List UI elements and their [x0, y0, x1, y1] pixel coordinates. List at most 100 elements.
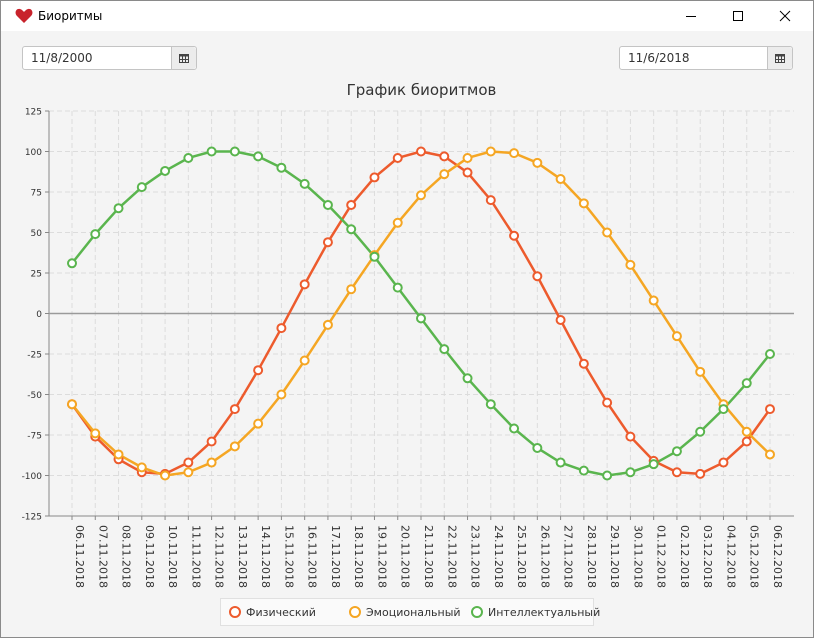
- data-point-emotional: [346, 284, 357, 295]
- data-point-physical: [392, 152, 403, 163]
- x-tick-label: 03.12.2018: [701, 525, 714, 588]
- title-bar[interactable]: Биоритмы: [1, 1, 813, 31]
- birth-date-picker[interactable]: [22, 46, 197, 70]
- x-tick-label: 20.11.2018: [399, 525, 412, 588]
- data-point-emotional: [229, 441, 240, 452]
- legend-item-intellectual[interactable]: Интеллектуальный: [471, 605, 600, 619]
- data-point-intellectual: [160, 165, 171, 176]
- data-point-emotional: [532, 157, 543, 168]
- x-tick-label: 19.11.2018: [375, 525, 388, 588]
- data-point-intellectual: [648, 459, 659, 470]
- calendar-icon: [179, 53, 189, 63]
- x-tick-label: 18.11.2018: [352, 525, 365, 588]
- data-point-physical: [322, 237, 333, 248]
- data-point-intellectual: [113, 203, 124, 214]
- data-point-emotional: [253, 418, 264, 429]
- x-tick-label: 22.11.2018: [445, 525, 458, 588]
- legend-item-emotional[interactable]: Эмоциональный: [349, 605, 461, 619]
- data-point-physical: [602, 397, 613, 408]
- data-point-intellectual: [253, 151, 264, 162]
- close-button[interactable]: [762, 1, 808, 31]
- data-point-emotional: [462, 152, 473, 163]
- x-tick-label: 01.12.2018: [655, 525, 668, 588]
- data-point-emotional: [439, 169, 450, 180]
- data-point-intellectual: [346, 224, 357, 235]
- data-point-intellectual: [741, 378, 752, 389]
- maximize-button[interactable]: [715, 1, 761, 31]
- data-point-physical: [229, 404, 240, 415]
- data-point-emotional: [299, 355, 310, 366]
- y-tick-label: -125: [22, 513, 42, 523]
- x-tick-label: 04.12.2018: [724, 525, 737, 588]
- data-point-emotional: [416, 190, 426, 201]
- x-tick-label: 28.11.2018: [585, 525, 598, 588]
- data-point-intellectual: [718, 404, 729, 415]
- birth-date-calendar-button[interactable]: [171, 47, 196, 69]
- target-date-calendar-button[interactable]: [767, 47, 792, 69]
- data-point-intellectual: [67, 258, 77, 269]
- heart-icon: [15, 8, 33, 23]
- minimize-button[interactable]: [668, 1, 714, 31]
- data-point-emotional: [555, 174, 566, 185]
- data-point-physical: [555, 314, 566, 325]
- y-tick-label: 75: [31, 189, 42, 199]
- calendar-icon: [775, 53, 785, 63]
- target-date-input[interactable]: [620, 47, 769, 69]
- data-point-emotional: [625, 259, 636, 270]
- target-date-picker[interactable]: [619, 46, 793, 70]
- legend-label-intellectual: Интеллектуальный: [488, 605, 601, 619]
- data-point-physical: [625, 431, 636, 442]
- data-point-emotional: [276, 389, 287, 400]
- data-point-emotional: [671, 331, 682, 342]
- data-point-emotional: [392, 217, 403, 228]
- data-point-intellectual: [485, 399, 496, 410]
- data-point-emotional: [741, 426, 752, 437]
- data-point-intellectual: [229, 146, 240, 157]
- data-point-physical: [253, 365, 264, 376]
- x-tick-label: 14.11.2018: [259, 525, 272, 588]
- x-tick-label: 10.11.2018: [166, 525, 179, 588]
- data-point-physical: [369, 172, 380, 183]
- data-point-intellectual: [555, 457, 566, 468]
- x-tick-label: 07.11.2018: [96, 525, 109, 588]
- data-point-physical: [509, 230, 520, 241]
- data-point-physical: [206, 436, 217, 447]
- legend-marker-physical: [229, 606, 241, 618]
- close-icon: [779, 10, 791, 22]
- x-tick-label: 23.11.2018: [469, 525, 482, 588]
- data-point-intellectual: [392, 282, 403, 293]
- chart-legend: Физический Эмоциональный Интеллектуальны…: [220, 598, 600, 626]
- legend-label-physical: Физический: [246, 605, 316, 619]
- y-tick-label: 0: [36, 310, 42, 320]
- x-tick-label: 06.12.2018: [771, 525, 784, 588]
- data-point-intellectual: [206, 146, 217, 157]
- y-tick-label: 100: [25, 148, 42, 158]
- data-point-emotional: [206, 457, 217, 468]
- data-point-emotional: [509, 148, 520, 159]
- data-point-physical: [462, 167, 473, 178]
- chart-title: График биоритмов: [347, 81, 497, 99]
- legend-marker-intellectual: [471, 606, 483, 618]
- data-point-emotional: [648, 295, 659, 306]
- data-point-physical: [346, 199, 357, 210]
- x-tick-label: 02.12.2018: [678, 525, 691, 588]
- maximize-icon: [733, 11, 743, 21]
- data-point-physical: [765, 404, 775, 415]
- legend-label-emotional: Эмоциональный: [366, 605, 461, 619]
- data-point-intellectual: [369, 251, 380, 262]
- data-point-intellectual: [299, 178, 310, 189]
- y-tick-label: 50: [31, 229, 43, 239]
- data-point-physical: [299, 279, 310, 290]
- x-tick-label: 16.11.2018: [306, 525, 319, 588]
- legend-marker-emotional: [349, 606, 361, 618]
- legend-item-physical[interactable]: Физический: [229, 605, 316, 619]
- data-point-intellectual: [671, 446, 682, 457]
- x-tick-label: 21.11.2018: [422, 525, 435, 588]
- birth-date-input[interactable]: [23, 47, 173, 69]
- x-tick-label: 25.11.2018: [515, 525, 528, 588]
- y-tick-label: 125: [25, 108, 42, 118]
- data-point-intellectual: [136, 182, 147, 193]
- data-point-physical: [695, 468, 706, 479]
- data-point-physical: [718, 457, 729, 468]
